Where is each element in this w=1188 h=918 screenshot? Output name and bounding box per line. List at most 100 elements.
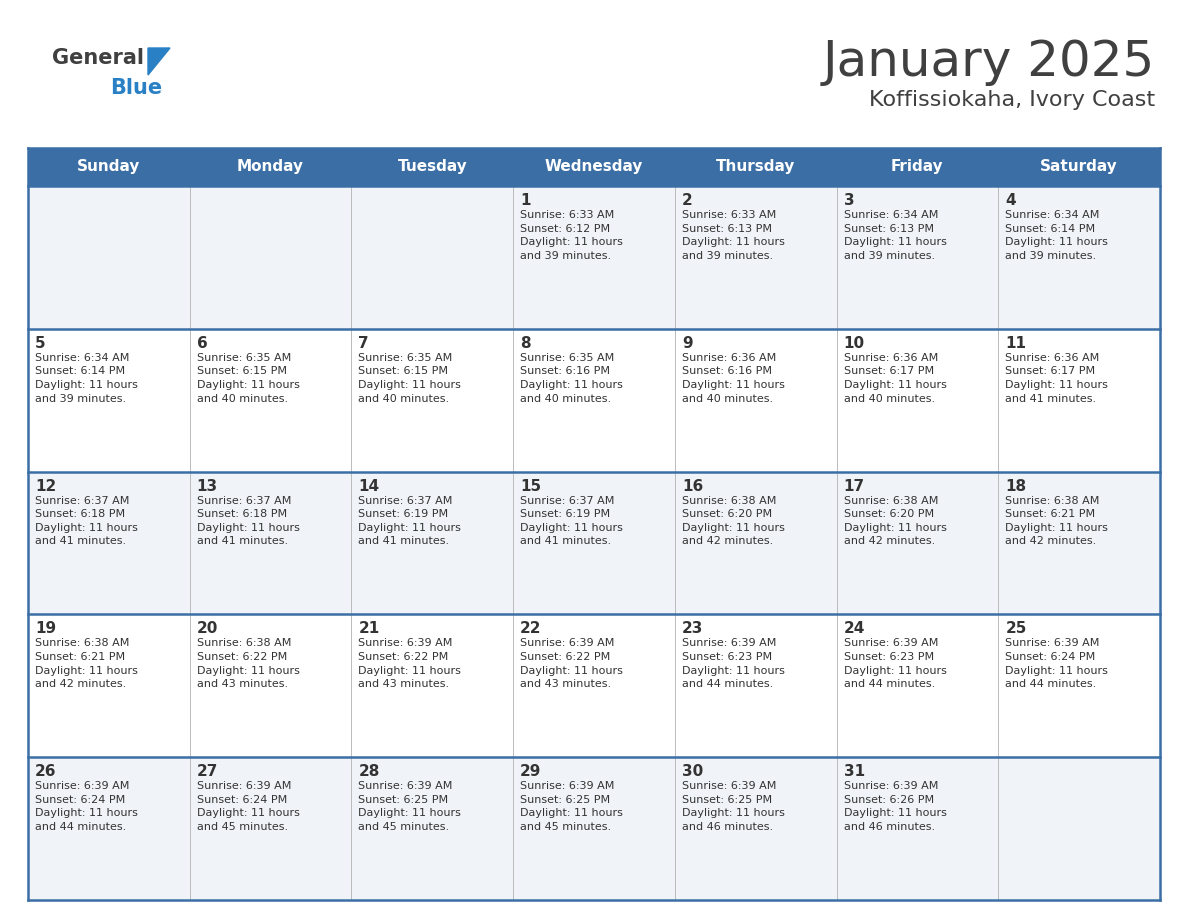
Text: Sunrise: 6:34 AM
Sunset: 6:14 PM
Daylight: 11 hours
and 39 minutes.: Sunrise: 6:34 AM Sunset: 6:14 PM Dayligh… [1005,210,1108,261]
Bar [352,148,513,186]
Bar [836,614,998,757]
Text: 18: 18 [1005,478,1026,494]
Bar [675,757,836,900]
Text: Sunrise: 6:39 AM
Sunset: 6:25 PM
Daylight: 11 hours
and 46 minutes.: Sunrise: 6:39 AM Sunset: 6:25 PM Dayligh… [682,781,785,832]
Text: 14: 14 [359,478,379,494]
Bar [675,614,836,757]
Text: Sunrise: 6:39 AM
Sunset: 6:22 PM
Daylight: 11 hours
and 43 minutes.: Sunrise: 6:39 AM Sunset: 6:22 PM Dayligh… [520,638,623,689]
Bar [190,148,352,186]
Text: 20: 20 [197,621,219,636]
Text: 28: 28 [359,764,380,779]
Polygon shape [148,48,170,75]
Text: 22: 22 [520,621,542,636]
Bar [29,472,190,614]
Text: Sunrise: 6:34 AM
Sunset: 6:14 PM
Daylight: 11 hours
and 39 minutes.: Sunrise: 6:34 AM Sunset: 6:14 PM Dayligh… [34,353,138,404]
Text: Sunrise: 6:39 AM
Sunset: 6:24 PM
Daylight: 11 hours
and 44 minutes.: Sunrise: 6:39 AM Sunset: 6:24 PM Dayligh… [34,781,138,832]
Bar [998,186,1159,329]
Text: 30: 30 [682,764,703,779]
Text: 17: 17 [843,478,865,494]
Text: 25: 25 [1005,621,1026,636]
Text: 26: 26 [34,764,57,779]
Text: 29: 29 [520,764,542,779]
Bar [190,329,352,472]
Text: 21: 21 [359,621,380,636]
Bar [29,186,190,329]
Bar [190,757,352,900]
Bar [352,186,513,329]
Text: Sunrise: 6:39 AM
Sunset: 6:22 PM
Daylight: 11 hours
and 43 minutes.: Sunrise: 6:39 AM Sunset: 6:22 PM Dayligh… [359,638,461,689]
Bar [998,614,1159,757]
Bar [998,148,1159,186]
Text: Sunrise: 6:39 AM
Sunset: 6:24 PM
Daylight: 11 hours
and 44 minutes.: Sunrise: 6:39 AM Sunset: 6:24 PM Dayligh… [1005,638,1108,689]
Bar [352,614,513,757]
Text: 19: 19 [34,621,56,636]
Text: Friday: Friday [891,160,943,174]
Text: 9: 9 [682,336,693,351]
Text: Monday: Monday [238,160,304,174]
Text: Sunrise: 6:33 AM
Sunset: 6:12 PM
Daylight: 11 hours
and 39 minutes.: Sunrise: 6:33 AM Sunset: 6:12 PM Dayligh… [520,210,623,261]
Text: Sunrise: 6:37 AM
Sunset: 6:19 PM
Daylight: 11 hours
and 41 minutes.: Sunrise: 6:37 AM Sunset: 6:19 PM Dayligh… [359,496,461,546]
Text: 10: 10 [843,336,865,351]
Bar [675,148,836,186]
Bar [998,472,1159,614]
Text: Sunrise: 6:36 AM
Sunset: 6:17 PM
Daylight: 11 hours
and 40 minutes.: Sunrise: 6:36 AM Sunset: 6:17 PM Dayligh… [843,353,947,404]
Text: Sunrise: 6:35 AM
Sunset: 6:15 PM
Daylight: 11 hours
and 40 minutes.: Sunrise: 6:35 AM Sunset: 6:15 PM Dayligh… [197,353,299,404]
Text: 15: 15 [520,478,542,494]
Text: Sunrise: 6:34 AM
Sunset: 6:13 PM
Daylight: 11 hours
and 39 minutes.: Sunrise: 6:34 AM Sunset: 6:13 PM Dayligh… [843,210,947,261]
Text: Thursday: Thursday [716,160,796,174]
Text: 6: 6 [197,336,208,351]
Bar [352,472,513,614]
Text: 11: 11 [1005,336,1026,351]
Text: Sunrise: 6:33 AM
Sunset: 6:13 PM
Daylight: 11 hours
and 39 minutes.: Sunrise: 6:33 AM Sunset: 6:13 PM Dayligh… [682,210,785,261]
Text: Sunrise: 6:39 AM
Sunset: 6:23 PM
Daylight: 11 hours
and 44 minutes.: Sunrise: 6:39 AM Sunset: 6:23 PM Dayligh… [682,638,785,689]
Bar [29,329,190,472]
Text: General: General [52,48,144,68]
Text: 3: 3 [843,193,854,208]
Text: Sunrise: 6:36 AM
Sunset: 6:17 PM
Daylight: 11 hours
and 41 minutes.: Sunrise: 6:36 AM Sunset: 6:17 PM Dayligh… [1005,353,1108,404]
Bar [513,614,675,757]
Bar [998,329,1159,472]
Text: 13: 13 [197,478,217,494]
Text: Sunrise: 6:35 AM
Sunset: 6:16 PM
Daylight: 11 hours
and 40 minutes.: Sunrise: 6:35 AM Sunset: 6:16 PM Dayligh… [520,353,623,404]
Bar [836,148,998,186]
Bar [29,148,190,186]
Text: 1: 1 [520,193,531,208]
Text: 24: 24 [843,621,865,636]
Text: 8: 8 [520,336,531,351]
Bar [190,186,352,329]
Text: Sunrise: 6:39 AM
Sunset: 6:24 PM
Daylight: 11 hours
and 45 minutes.: Sunrise: 6:39 AM Sunset: 6:24 PM Dayligh… [197,781,299,832]
Bar [513,757,675,900]
Text: Sunrise: 6:39 AM
Sunset: 6:26 PM
Daylight: 11 hours
and 46 minutes.: Sunrise: 6:39 AM Sunset: 6:26 PM Dayligh… [843,781,947,832]
Bar [836,329,998,472]
Bar [29,757,190,900]
Bar [352,329,513,472]
Text: Sunrise: 6:38 AM
Sunset: 6:20 PM
Daylight: 11 hours
and 42 minutes.: Sunrise: 6:38 AM Sunset: 6:20 PM Dayligh… [682,496,785,546]
Bar [836,757,998,900]
Text: Blue: Blue [110,78,162,98]
Text: 7: 7 [359,336,369,351]
Text: 31: 31 [843,764,865,779]
Text: January 2025: January 2025 [823,38,1155,86]
Bar [836,472,998,614]
Text: Saturday: Saturday [1041,160,1118,174]
Text: 23: 23 [682,621,703,636]
Text: Sunrise: 6:38 AM
Sunset: 6:21 PM
Daylight: 11 hours
and 42 minutes.: Sunrise: 6:38 AM Sunset: 6:21 PM Dayligh… [34,638,138,689]
Text: Sunrise: 6:37 AM
Sunset: 6:18 PM
Daylight: 11 hours
and 41 minutes.: Sunrise: 6:37 AM Sunset: 6:18 PM Dayligh… [197,496,299,546]
Bar [998,757,1159,900]
Text: 27: 27 [197,764,219,779]
Text: 5: 5 [34,336,45,351]
Text: 12: 12 [34,478,56,494]
Text: Sunrise: 6:38 AM
Sunset: 6:21 PM
Daylight: 11 hours
and 42 minutes.: Sunrise: 6:38 AM Sunset: 6:21 PM Dayligh… [1005,496,1108,546]
Text: Sunrise: 6:39 AM
Sunset: 6:25 PM
Daylight: 11 hours
and 45 minutes.: Sunrise: 6:39 AM Sunset: 6:25 PM Dayligh… [520,781,623,832]
Bar [190,472,352,614]
Text: Sunday: Sunday [77,160,140,174]
Text: Sunrise: 6:39 AM
Sunset: 6:23 PM
Daylight: 11 hours
and 44 minutes.: Sunrise: 6:39 AM Sunset: 6:23 PM Dayligh… [843,638,947,689]
Text: Sunrise: 6:37 AM
Sunset: 6:18 PM
Daylight: 11 hours
and 41 minutes.: Sunrise: 6:37 AM Sunset: 6:18 PM Dayligh… [34,496,138,546]
Text: Wednesday: Wednesday [545,160,643,174]
Bar [352,757,513,900]
Bar [513,329,675,472]
Text: Sunrise: 6:38 AM
Sunset: 6:20 PM
Daylight: 11 hours
and 42 minutes.: Sunrise: 6:38 AM Sunset: 6:20 PM Dayligh… [843,496,947,546]
Bar [513,148,675,186]
Text: Tuesday: Tuesday [398,160,467,174]
Bar [190,614,352,757]
